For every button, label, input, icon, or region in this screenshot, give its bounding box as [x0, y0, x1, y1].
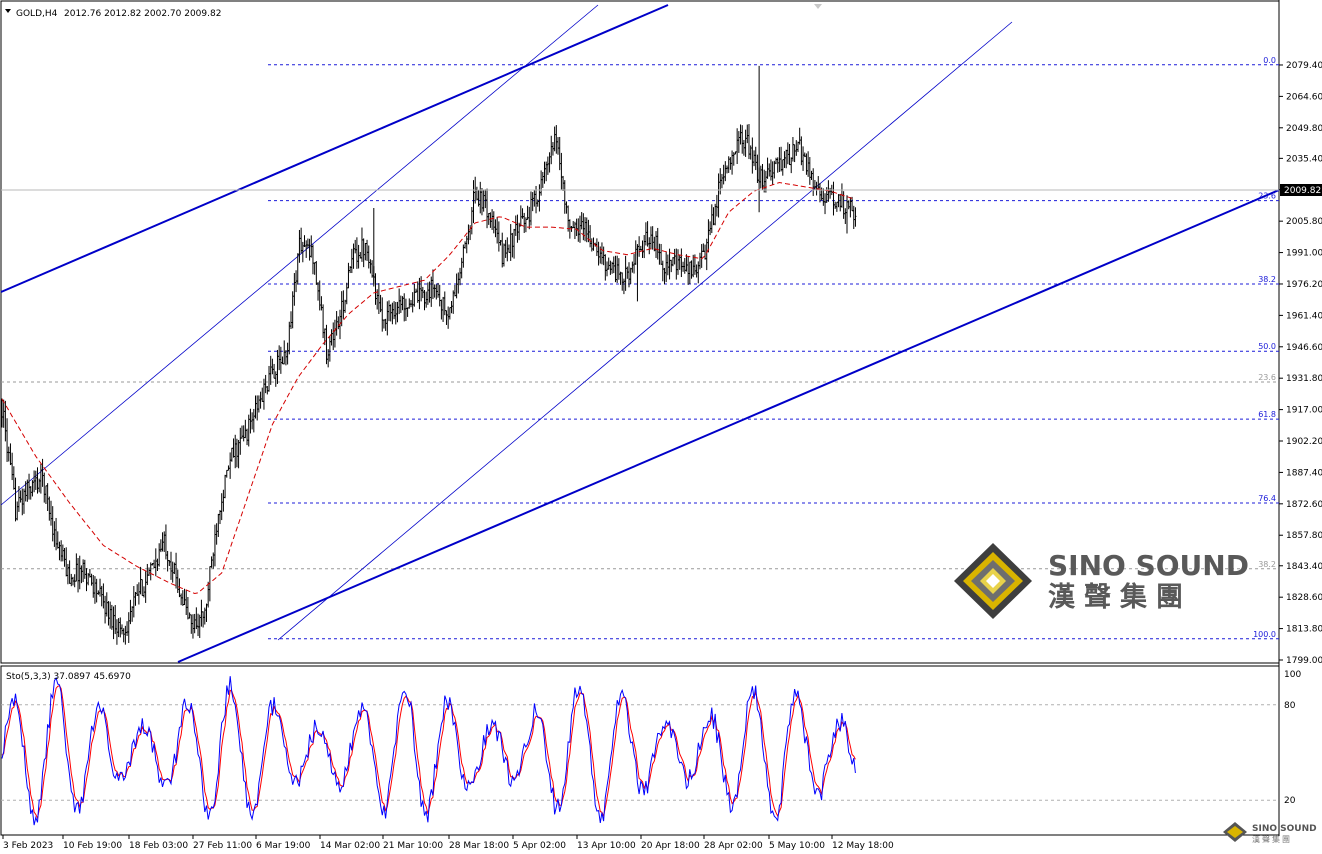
price-tick-label: 1828.60	[1286, 593, 1322, 603]
price-tick-label: 1917.00	[1286, 406, 1322, 416]
time-tick-label: 20 Apr 18:00	[641, 841, 700, 851]
price-tick-label: 1946.60	[1286, 343, 1322, 353]
time-tick-label: 18 Feb 03:00	[129, 841, 188, 851]
time-tick-label: 28 Apr 02:00	[704, 841, 763, 851]
small-logo: SINO SOUND 漢聲集團	[1223, 822, 1317, 844]
price-tick-label: 1857.80	[1286, 531, 1322, 541]
small-logo-subtext: 漢聲集團	[1252, 834, 1292, 844]
fib-level-label: 61.8	[1258, 410, 1276, 419]
price-tick-label: 2035.40	[1286, 154, 1322, 164]
price-tick-label: 1872.60	[1286, 500, 1322, 510]
fib-level-label: 100.0	[1253, 630, 1276, 639]
price-tick-label: 1961.40	[1286, 311, 1322, 321]
time-tick-label: 14 Mar 02:00	[320, 841, 380, 851]
price-tick-label: 1991.00	[1286, 249, 1322, 259]
logo-subtitle: 漢聲集團	[1048, 581, 1192, 613]
collapse-triangle-icon[interactable]	[814, 4, 822, 9]
sto-level-label: 80	[1284, 701, 1296, 711]
symbol-menu-icon[interactable]	[5, 9, 11, 13]
logo-title: SINO SOUND	[1048, 549, 1249, 582]
lower-channel-line[interactable]	[177, 189, 1280, 663]
fib-level-label: 0.0	[1263, 56, 1276, 65]
time-tick-label: 3 Feb 2023	[3, 841, 53, 851]
fib-level-label: 50.0	[1258, 342, 1276, 351]
thin-trendline-lower[interactable]	[277, 21, 1013, 641]
price-tick-label: 2079.40	[1286, 61, 1322, 71]
price-tick-label: 1902.20	[1286, 437, 1322, 447]
ma-path	[1, 181, 854, 595]
price-tick-label: 2005.80	[1286, 217, 1322, 227]
price-tick-label: 1931.80	[1286, 374, 1322, 384]
time-tick-label: 27 Feb 11:00	[193, 841, 252, 851]
time-tick-label: 28 Mar 18:00	[449, 841, 509, 851]
time-tick-label: 12 May 18:00	[832, 841, 894, 851]
price-tick-label: 1976.20	[1286, 280, 1322, 290]
sto-level-label: 20	[1284, 796, 1296, 806]
price-tick-label: 2064.60	[1286, 92, 1322, 102]
fib-level-label: 76.4	[1258, 494, 1276, 503]
sino-sound-logo: SINO SOUND 漢聲集團	[954, 543, 1249, 619]
upper-channel-line[interactable]	[0, 4, 669, 293]
candlestick-series	[1, 65, 857, 645]
price-tick-label: 1843.40	[1286, 562, 1322, 572]
ohlc-values: 2012.76 2012.82 2002.70 2009.82	[64, 9, 221, 19]
time-tick-label: 13 Apr 10:00	[577, 841, 636, 851]
symbol-label: GOLD,H4	[16, 9, 58, 19]
time-tick-label: 5 May 10:00	[769, 841, 825, 851]
time-tick-label: 6 Mar 19:00	[256, 841, 311, 851]
indicator-label: Sto(5,3,3) 37.0897 45.6970	[6, 672, 131, 682]
time-tick-label: 21 Mar 10:00	[383, 841, 443, 851]
price-tick-label: 1813.80	[1286, 625, 1322, 635]
price-tick-label: 1887.40	[1286, 468, 1322, 478]
time-tick-label: 10 Feb 19:00	[63, 841, 122, 851]
trendlines[interactable]	[0, 4, 1280, 663]
small-logo-text: SINO SOUND	[1252, 824, 1317, 834]
sto-main-line	[1, 676, 856, 826]
time-tick-label: 5 Apr 02:00	[513, 841, 566, 851]
price-tick-label: 1799.00	[1286, 656, 1322, 666]
moving-average-line	[1, 181, 854, 595]
current-price-box	[1280, 184, 1322, 196]
fib-level-label: 38.2	[1258, 560, 1276, 569]
fib-level-label: 23.6	[1258, 373, 1276, 382]
time-axis[interactable]: 3 Feb 2023 10 Feb 19:00 18 Feb 03:00 27 Feb…	[2, 835, 894, 851]
price-axis[interactable]: 2079.402064.602049.802035.402020.602005.…	[1279, 61, 1322, 666]
current-price-label: 2009.82	[1284, 186, 1321, 196]
sto-max-label: 100	[1284, 670, 1301, 680]
fib-level-label: 38.2	[1258, 275, 1276, 284]
stochastic-oscillator: 20 80 100	[1, 670, 1301, 826]
price-tick-label: 2049.80	[1286, 124, 1322, 134]
